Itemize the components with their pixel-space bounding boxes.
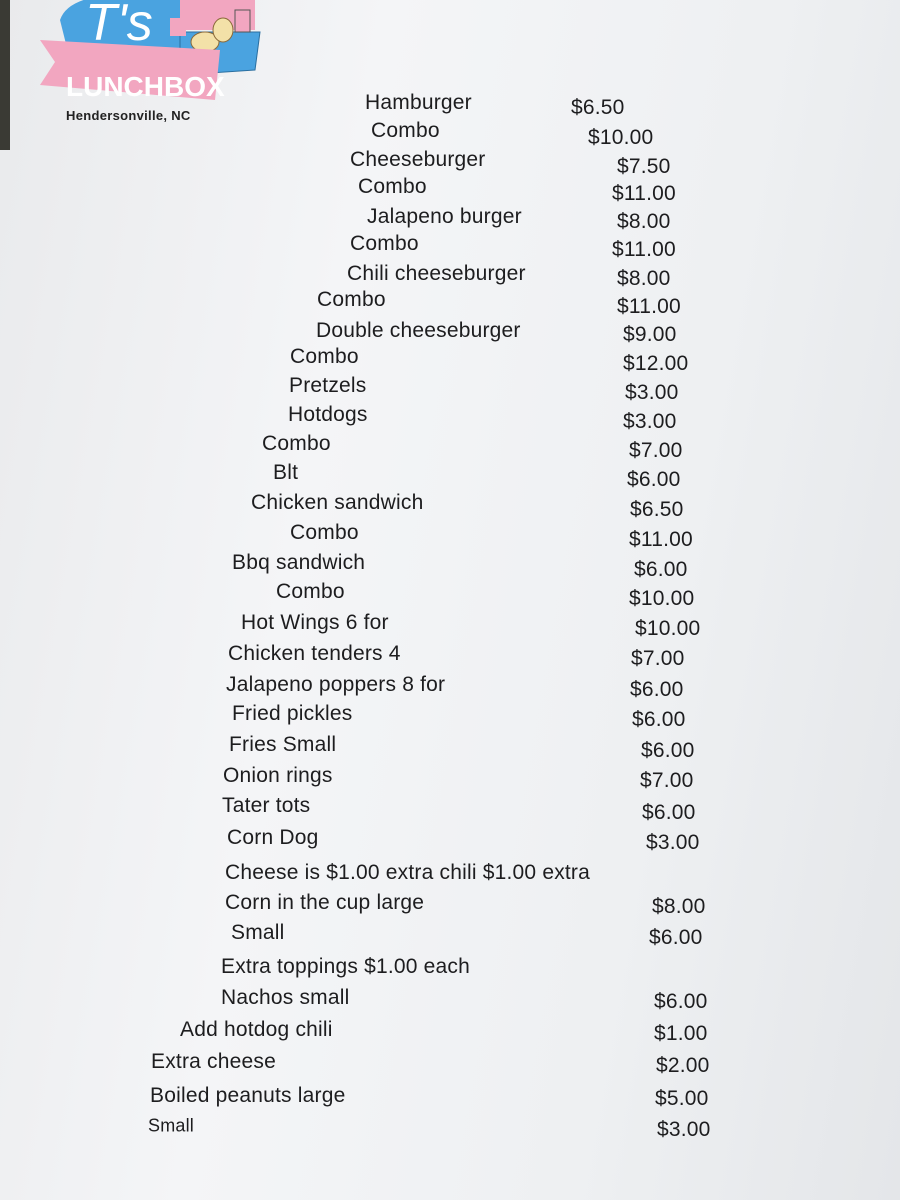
lunchbox-logo-icon: T's LUNCHBOX <box>40 0 261 102</box>
menu-item-price: $9.00 <box>623 323 677 346</box>
menu-item-name: Bbq sandwich <box>232 551 366 574</box>
menu-item-name: Double cheeseburger <box>316 319 521 342</box>
menu-item-name: Boiled peanuts large <box>150 1084 346 1107</box>
menu-item-name: Small <box>148 1115 195 1136</box>
menu-item-price: $3.00 <box>657 1118 711 1141</box>
menu-item-price: $7.00 <box>631 647 685 670</box>
menu-item-price: $6.50 <box>571 96 625 119</box>
menu-item-name: Hamburger <box>365 91 472 114</box>
svg-text:T's: T's <box>85 0 153 52</box>
menu-item-name: Pretzels <box>289 374 367 397</box>
menu-item-price: $3.00 <box>646 831 700 854</box>
menu-item-name: Corn in the cup large <box>225 891 425 914</box>
menu-item-name: Small <box>231 921 285 944</box>
logo-location: Hendersonville, NC <box>66 108 191 123</box>
menu-item-price: $3.00 <box>623 410 677 433</box>
menu-item-name: Jalapeno poppers 8 for <box>226 673 446 696</box>
menu-item-price: $1.00 <box>654 1022 708 1045</box>
menu-item-price: $5.00 <box>655 1087 709 1110</box>
menu-item-price: $6.00 <box>634 558 688 581</box>
menu-item-name: Add hotdog chili <box>180 1018 333 1041</box>
menu-item-name: Jalapeno burger <box>367 205 522 228</box>
menu-item-name: Combo <box>276 580 345 603</box>
menu-item-name: Hot Wings 6 for <box>241 611 389 634</box>
menu-item-name: Chicken sandwich <box>251 491 424 514</box>
menu-item-name: Fries Small <box>229 733 337 756</box>
menu-item-name: Combo <box>371 119 440 142</box>
menu-item-price: $6.00 <box>630 678 684 701</box>
svg-text:LUNCHBOX: LUNCHBOX <box>66 71 225 102</box>
menu-item-name: Hotdogs <box>288 403 368 426</box>
menu-item-price: $11.00 <box>629 528 693 551</box>
menu-item-name: Chicken tenders 4 <box>228 642 401 665</box>
menu-item-price: $6.00 <box>642 801 696 824</box>
menu-item-price: $8.00 <box>617 210 671 233</box>
menu-item-name: Nachos small <box>221 986 350 1009</box>
menu-item-name: Cheeseburger <box>350 148 486 171</box>
menu-item-price: $6.00 <box>654 990 708 1013</box>
menu-item-price: $7.50 <box>617 155 671 178</box>
menu-item-name: Cheese is $1.00 extra chili $1.00 extra <box>225 861 591 884</box>
menu-item-price: $11.00 <box>617 295 681 318</box>
menu-item-price: $10.00 <box>588 126 654 149</box>
menu-item-price: $6.50 <box>630 498 684 521</box>
menu-item-name: Combo <box>358 175 427 198</box>
menu-item-price: $6.00 <box>641 739 695 762</box>
table-edge <box>0 0 10 150</box>
menu-item-name: Corn Dog <box>227 826 319 849</box>
menu-item-name: Onion rings <box>223 764 333 787</box>
menu-item-price: $2.00 <box>656 1054 710 1077</box>
menu-item-price: $12.00 <box>623 352 689 375</box>
menu-item-name: Chili cheeseburger <box>347 262 526 285</box>
menu-item-name: Tater tots <box>222 794 311 817</box>
menu-item-price: $8.00 <box>617 267 671 290</box>
menu-item-name: Blt <box>273 461 299 484</box>
menu-item-price: $3.00 <box>625 381 679 404</box>
menu-item-name: Combo <box>317 288 386 311</box>
menu-item-name: Combo <box>290 345 359 368</box>
menu-item-name: Combo <box>350 232 419 255</box>
menu-item-price: $6.00 <box>649 926 703 949</box>
menu-item-price: $8.00 <box>652 895 706 918</box>
menu-item-name: Combo <box>290 521 359 544</box>
menu-item-price: $6.00 <box>632 708 686 731</box>
menu-item-price: $7.00 <box>629 439 683 462</box>
menu-item-name: Extra cheese <box>151 1050 276 1073</box>
menu-item-name: Fried pickles <box>232 702 353 725</box>
menu-item-name: Combo <box>262 432 331 455</box>
menu-item-price: $7.00 <box>640 769 694 792</box>
menu-item-price: $10.00 <box>635 617 701 640</box>
menu-item-price: $10.00 <box>629 587 695 610</box>
menu-item-name: Extra toppings $1.00 each <box>221 955 471 978</box>
logo: T's LUNCHBOX <box>30 0 270 130</box>
menu-item-price: $6.00 <box>627 468 681 491</box>
menu-item-price: $11.00 <box>612 238 676 261</box>
menu-item-price: $11.00 <box>612 182 676 205</box>
